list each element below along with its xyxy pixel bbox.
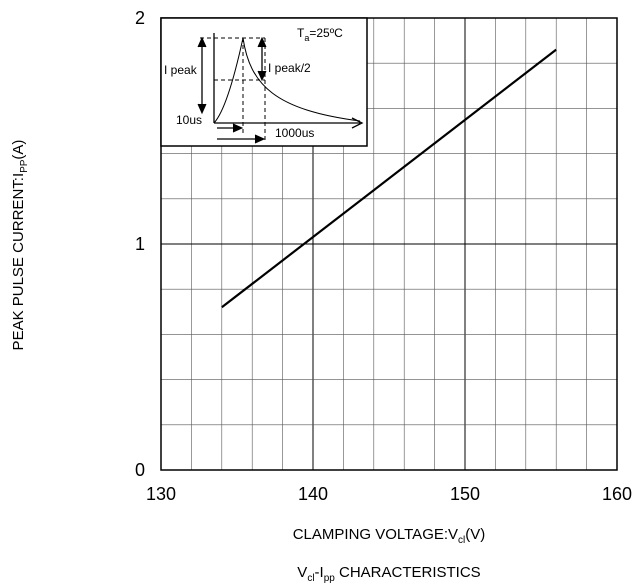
x-axis-title: CLAMPING VOLTAGE:Vcl(V) (293, 526, 486, 546)
inset-rise-arrowhead (232, 123, 244, 133)
inset-frame (160, 17, 368, 147)
y-axis-title: PEAK PULSE CURRENT:IPP(A) (10, 140, 30, 351)
tick-labels: 130 140 150 160 0 1 2 (135, 8, 632, 504)
inset-decay-label: 1000us (275, 126, 314, 140)
y-tick-label: 2 (135, 8, 145, 28)
inset-ihalf-arrowhead-top (257, 36, 267, 48)
y-tick-label: 1 (135, 234, 145, 254)
inset-rise-label: 10us (176, 113, 202, 127)
inset-ipeak-label: I peak (164, 63, 198, 77)
series-layer (221, 48, 557, 309)
inset-ipeak-arrowhead-bottom (197, 103, 207, 115)
inset-ihalf-arrowhead-bottom (257, 70, 267, 82)
chart-title: Vcl-Ipp CHARACTERISTICS (297, 564, 480, 584)
series-line-0 (221, 48, 557, 309)
inset-temperature: Ta=25ºC (297, 26, 343, 43)
inset-pulse-curve (213, 37, 361, 124)
x-tick-label: 160 (602, 484, 632, 504)
inset-waveform: Ta=25ºC I peak I peak/2 10us 1000us (160, 17, 368, 147)
inset-time-arrowhead (351, 117, 364, 129)
inset-ihalf-label: I peak/2 (268, 61, 311, 75)
inset-decay-arrowhead (254, 134, 266, 144)
x-tick-label: 150 (450, 484, 480, 504)
x-tick-label: 140 (298, 484, 328, 504)
x-tick-label: 130 (146, 484, 176, 504)
plot-frame (160, 17, 618, 471)
inset-ipeak-arrowhead-top (197, 36, 207, 48)
y-tick-label: 0 (135, 460, 145, 480)
